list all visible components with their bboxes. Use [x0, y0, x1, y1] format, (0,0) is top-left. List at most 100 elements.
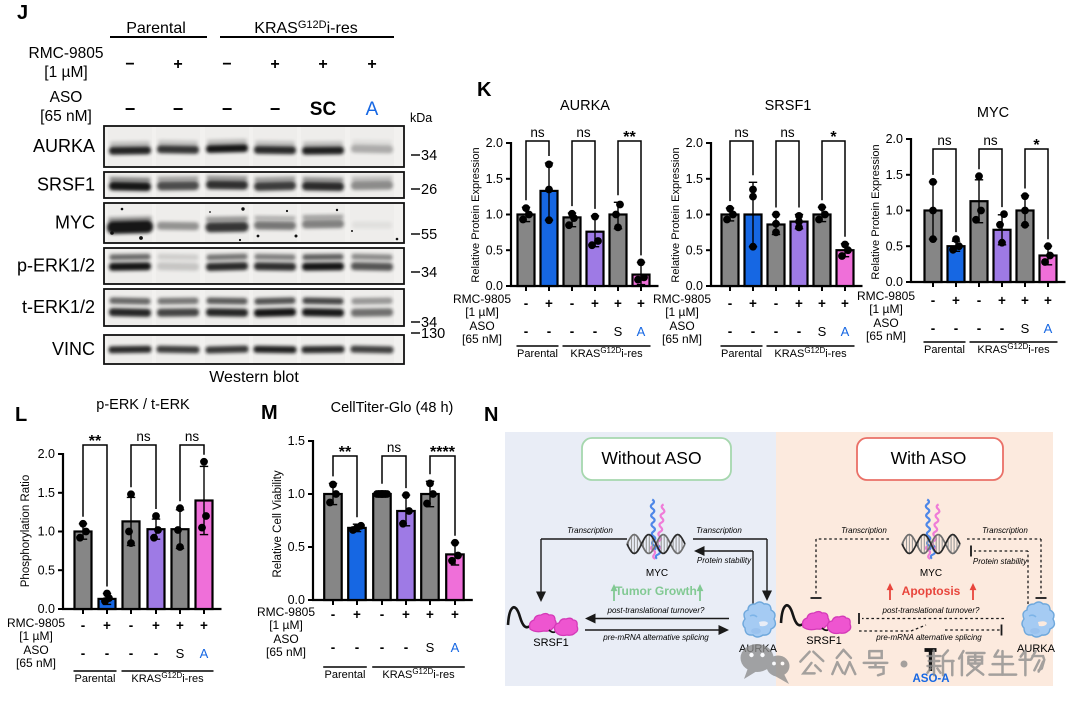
svg-text:+: + — [637, 296, 645, 311]
svg-text:ns: ns — [387, 440, 402, 455]
svg-text:MYC: MYC — [920, 568, 942, 579]
svg-text:A: A — [637, 324, 646, 339]
svg-text:[1 µM]: [1 µM] — [44, 64, 87, 81]
svg-text:-: - — [797, 324, 802, 339]
svg-text:**: ** — [339, 444, 352, 461]
svg-text:−: − — [125, 56, 134, 73]
svg-text:1.0: 1.0 — [686, 208, 703, 222]
svg-text:Tumor Growth: Tumor Growth — [615, 584, 697, 598]
svg-text:-: - — [154, 646, 159, 661]
svg-text:A: A — [451, 640, 460, 655]
svg-text:1.5: 1.5 — [486, 172, 503, 186]
svg-text:1.5: 1.5 — [686, 172, 703, 186]
svg-text:1.0: 1.0 — [486, 208, 503, 222]
svg-text:+: + — [591, 296, 599, 311]
svg-text:-: - — [105, 646, 110, 661]
svg-text:ns: ns — [937, 133, 952, 148]
svg-text:0.5: 0.5 — [288, 540, 305, 554]
svg-text:-: - — [129, 618, 134, 633]
svg-text:-: - — [728, 296, 733, 311]
svg-text:Parental: Parental — [325, 669, 366, 681]
svg-text:S: S — [818, 324, 827, 339]
svg-text:-: - — [404, 640, 409, 655]
svg-text:−: − — [173, 99, 184, 119]
svg-text:ASO: ASO — [273, 632, 298, 646]
svg-text:A: A — [841, 324, 850, 339]
svg-text:+: + — [451, 607, 459, 622]
svg-text:-: - — [774, 296, 779, 311]
svg-text:−: − — [125, 99, 136, 119]
svg-text:-: - — [81, 618, 86, 633]
svg-text:RMC-9805: RMC-9805 — [857, 289, 915, 303]
svg-text:Protein stability: Protein stability — [973, 557, 1028, 566]
svg-text:+: + — [952, 293, 960, 308]
svg-text:[65 nM]: [65 nM] — [462, 332, 502, 346]
svg-text:pre-mRNA alternative splicing: pre-mRNA alternative splicing — [875, 633, 982, 642]
svg-text:ns: ns — [185, 429, 200, 444]
svg-text:ns: ns — [780, 125, 795, 140]
svg-text:post-translational turnover?: post-translational turnover? — [882, 606, 980, 615]
svg-text:Transcription: Transcription — [841, 526, 887, 535]
svg-text:p-ERK / t-ERK: p-ERK / t-ERK — [96, 397, 190, 413]
svg-text:Transcription: Transcription — [567, 526, 613, 535]
svg-text:Transcription: Transcription — [982, 526, 1028, 535]
svg-text:SRSF1: SRSF1 — [37, 175, 95, 195]
svg-text:+: + — [998, 293, 1006, 308]
svg-text:34: 34 — [421, 265, 437, 281]
svg-text:-: - — [355, 640, 360, 655]
svg-text:-: - — [774, 324, 779, 339]
svg-text:+: + — [353, 607, 361, 622]
svg-text:MYC: MYC — [977, 105, 1009, 121]
svg-text:A: A — [1044, 321, 1053, 336]
svg-text:SC: SC — [310, 99, 337, 120]
svg-text:+: + — [152, 618, 160, 633]
svg-text:-: - — [593, 324, 598, 339]
svg-text:-: - — [81, 646, 86, 661]
svg-text:S: S — [1021, 321, 1030, 336]
svg-text:2.0: 2.0 — [686, 136, 703, 150]
svg-text:-: - — [570, 296, 575, 311]
svg-text:-: - — [1000, 321, 1005, 336]
svg-text:-: - — [380, 607, 385, 622]
svg-text:With ASO: With ASO — [891, 448, 967, 468]
svg-text:+: + — [176, 618, 184, 633]
svg-text:+: + — [367, 56, 376, 73]
svg-text:Phosphorylation Ratio: Phosphorylation Ratio — [20, 475, 32, 588]
svg-text:ASO: ASO — [23, 643, 48, 657]
svg-text:ns: ns — [576, 125, 591, 140]
svg-text:**: ** — [623, 129, 636, 146]
svg-text:N: N — [484, 404, 498, 426]
svg-text:p-ERK1/2: p-ERK1/2 — [17, 256, 95, 276]
svg-text:+: + — [1044, 293, 1052, 308]
svg-text:1.0: 1.0 — [38, 525, 55, 539]
svg-text:2.0: 2.0 — [886, 132, 903, 146]
svg-text:AURKA: AURKA — [1017, 643, 1056, 655]
svg-text:0.5: 0.5 — [38, 564, 55, 578]
svg-text:-: - — [331, 607, 336, 622]
svg-text:-: - — [977, 293, 982, 308]
svg-text:S: S — [176, 646, 185, 661]
svg-text:MYC: MYC — [646, 568, 668, 579]
svg-text:0.0: 0.0 — [38, 602, 55, 616]
svg-text:RMC-9805: RMC-9805 — [653, 292, 711, 306]
svg-text:Relative Protein Expression: Relative Protein Expression — [670, 147, 682, 282]
svg-text:L: L — [15, 404, 27, 426]
svg-text:26: 26 — [421, 182, 437, 198]
svg-text:S: S — [614, 324, 623, 339]
svg-text:Apoptosis: Apoptosis — [902, 584, 961, 598]
svg-text:VINC: VINC — [52, 339, 95, 359]
svg-text:2.0: 2.0 — [486, 136, 503, 150]
svg-text:34: 34 — [421, 315, 437, 331]
svg-text:-: - — [977, 321, 982, 336]
svg-text:ns: ns — [983, 133, 998, 148]
svg-text:[65 nM]: [65 nM] — [16, 656, 56, 670]
svg-text:SRSF1: SRSF1 — [806, 635, 841, 647]
svg-text:pre-mRNA alternative splicing: pre-mRNA alternative splicing — [602, 633, 709, 642]
svg-text:1.5: 1.5 — [38, 486, 55, 500]
svg-text:ASO: ASO — [669, 319, 694, 333]
svg-text:-: - — [751, 324, 756, 339]
svg-text:Transcription: Transcription — [696, 526, 742, 535]
svg-text:Parental: Parental — [924, 344, 965, 356]
svg-text:+: + — [545, 296, 553, 311]
svg-text:RMC-9805: RMC-9805 — [257, 605, 315, 619]
